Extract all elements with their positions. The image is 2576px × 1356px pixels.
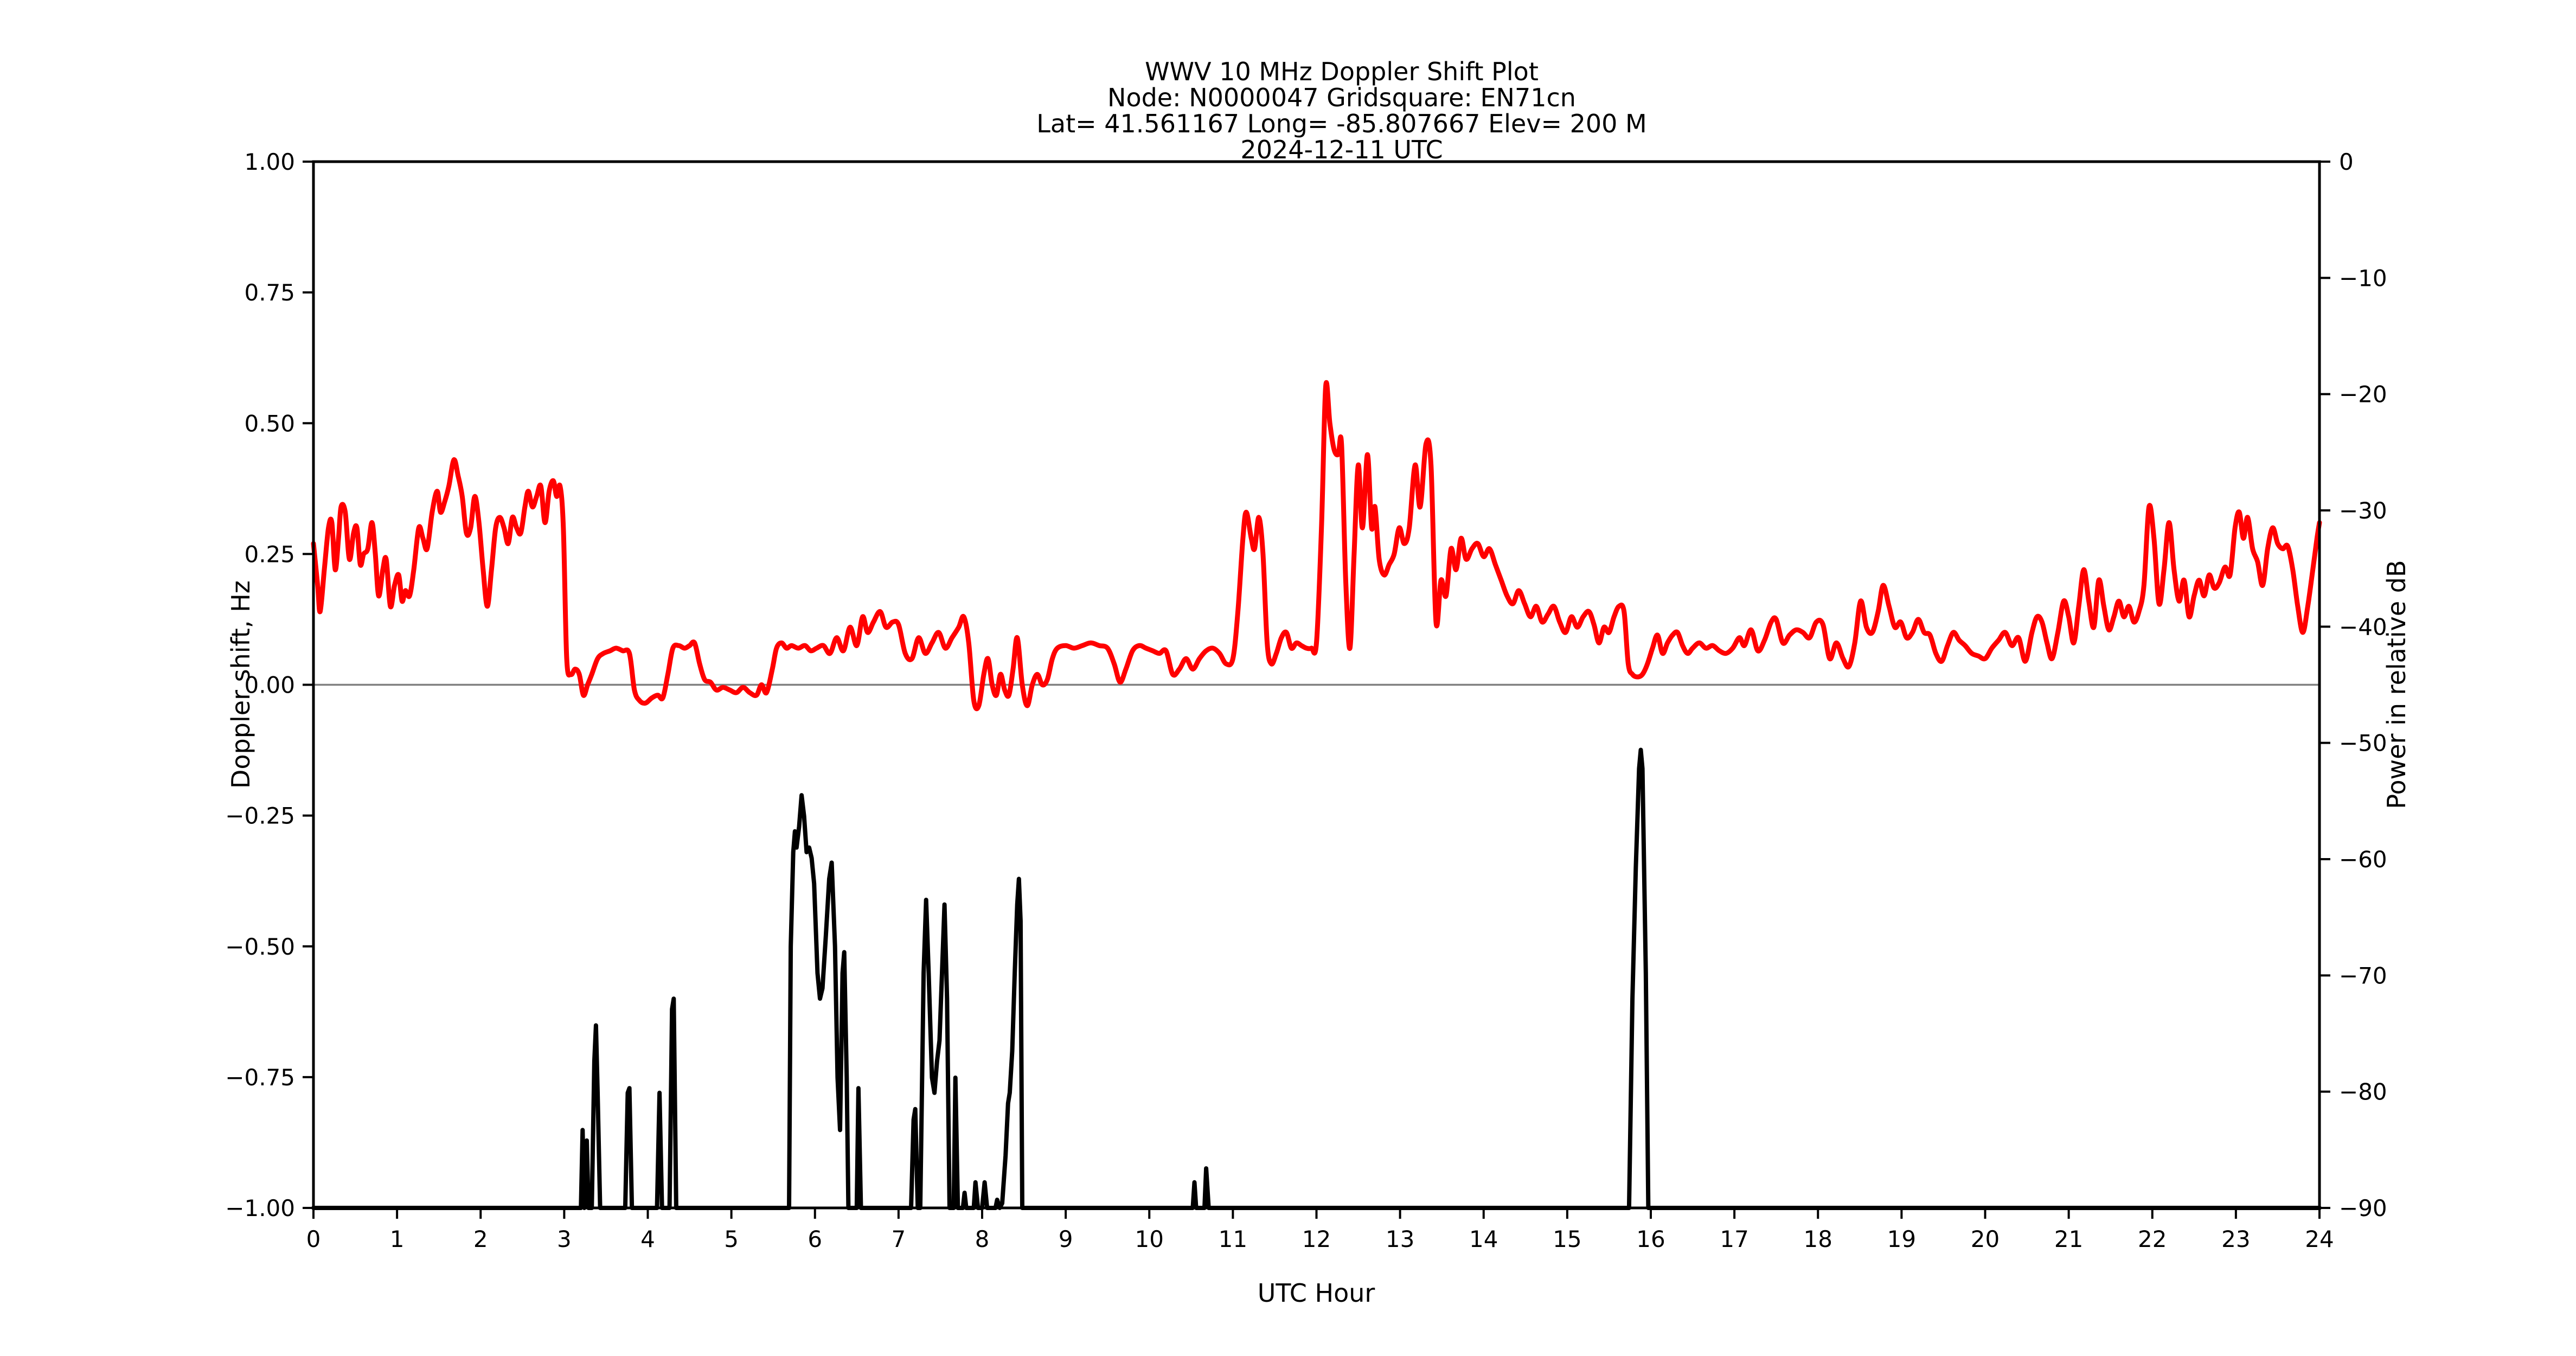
chart-subtitle-date: 2024-12-11 UTC (1240, 135, 1443, 164)
y-left-tick-label: −1.00 (225, 1195, 295, 1221)
x-tick-label: 20 (1971, 1226, 2000, 1252)
x-tick-label: 0 (306, 1226, 321, 1252)
y-right-tick-label: −50 (2339, 730, 2387, 757)
x-tick-label: 14 (1469, 1226, 1498, 1252)
x-tick-label: 23 (2221, 1226, 2250, 1252)
y-right-tick-label: −70 (2339, 962, 2387, 989)
x-tick-label: 8 (975, 1226, 990, 1252)
y-right-tick-label: −90 (2339, 1195, 2387, 1221)
y-right-tick-label: −30 (2339, 497, 2387, 524)
y-right-tick-label: −10 (2339, 265, 2387, 291)
x-tick-label: 7 (892, 1226, 906, 1252)
x-tick-label: 11 (1219, 1226, 1247, 1252)
y-right-tick-label: −20 (2339, 381, 2387, 408)
y-left-tick-label: −0.50 (225, 933, 295, 960)
x-tick-label: 24 (2305, 1226, 2334, 1252)
x-tick-label: 13 (1386, 1226, 1414, 1252)
x-tick-label: 18 (1804, 1226, 1832, 1252)
y-axis-label-right: Power in relative dB (2382, 560, 2411, 809)
x-tick-label: 10 (1135, 1226, 1164, 1252)
x-tick-label: 4 (640, 1226, 655, 1252)
x-tick-label: 2 (473, 1226, 488, 1252)
x-tick-label: 19 (1887, 1226, 1916, 1252)
y-left-tick-label: −0.75 (225, 1064, 295, 1091)
y-left-tick-label: 0.75 (244, 279, 295, 306)
y-left-tick-label: 0.25 (244, 541, 295, 567)
y-right-tick-label: −60 (2339, 846, 2387, 873)
x-tick-label: 9 (1059, 1226, 1073, 1252)
chart-subtitle-node: Node: N0000047 Gridsquare: EN71cn (1107, 83, 1576, 112)
y-left-tick-label: 0.00 (244, 672, 295, 699)
x-tick-label: 12 (1302, 1226, 1331, 1252)
x-tick-label: 17 (1720, 1226, 1748, 1252)
x-tick-label: 22 (2138, 1226, 2167, 1252)
y-right-tick-label: −40 (2339, 613, 2387, 640)
y-right-tick-label: 0 (2339, 149, 2354, 175)
chart-subtitle-location: Lat= 41.561167 Long= -85.807667 Elev= 20… (1036, 109, 1647, 138)
x-tick-label: 15 (1553, 1226, 1581, 1252)
chart-title: WWV 10 MHz Doppler Shift Plot (1145, 57, 1539, 86)
y-axis-label-left: Doppler shift, Hz (226, 580, 255, 789)
y-right-tick-label: −80 (2339, 1079, 2387, 1105)
doppler-shift-trace (311, 380, 2322, 712)
x-tick-label: 16 (1636, 1226, 1665, 1252)
plot-area: 0 1 2 3 4 5 6 7 8 9 10 11 12 13 14 15 16 17 18 19 20 21 22 23 24… (225, 149, 2387, 1252)
x-tick-label: 5 (724, 1226, 739, 1252)
x-axis-label: UTC Hour (1258, 1278, 1375, 1308)
x-tick-label: 21 (2054, 1226, 2083, 1252)
y-left-tick-label: 0.50 (244, 410, 295, 437)
x-tick-label: 1 (390, 1226, 405, 1252)
x-tick-label: 3 (557, 1226, 572, 1252)
x-tick-label: 6 (808, 1226, 822, 1252)
y-left-tick-label: −0.25 (225, 803, 295, 829)
y-left-tick-label: 1.00 (244, 149, 295, 175)
